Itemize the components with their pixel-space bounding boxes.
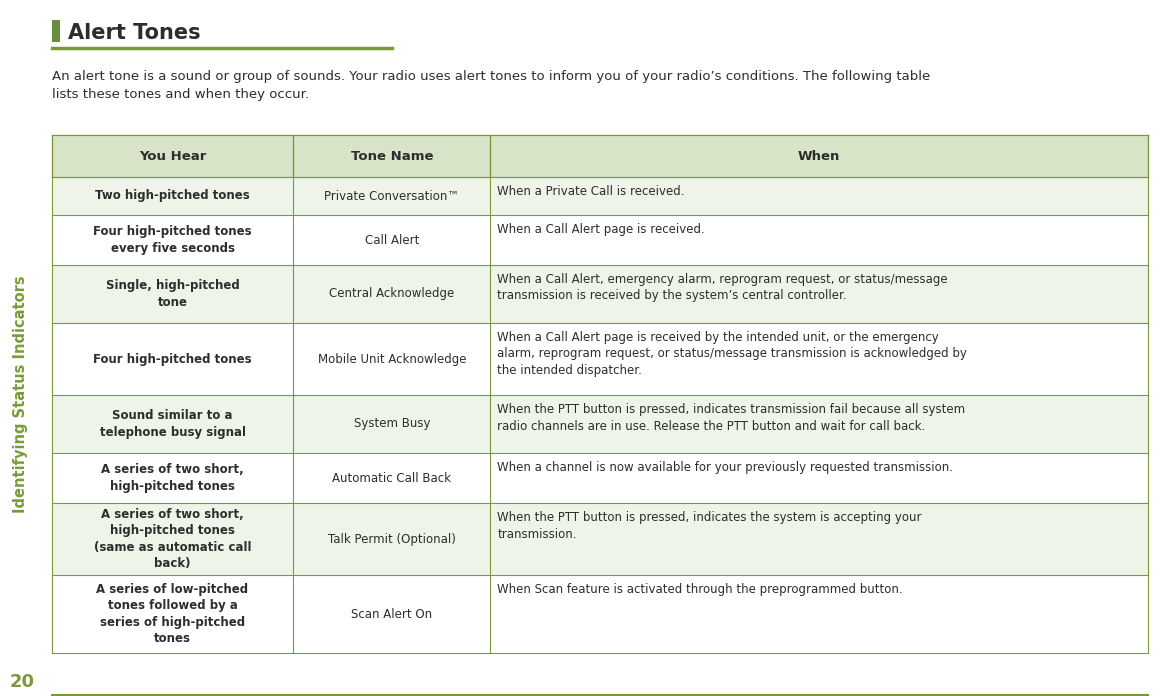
- FancyBboxPatch shape: [52, 215, 1148, 265]
- Text: When: When: [798, 150, 840, 162]
- Text: When Scan feature is activated through the preprogrammed button.: When Scan feature is activated through t…: [497, 583, 903, 596]
- FancyBboxPatch shape: [52, 395, 1148, 453]
- Text: When a Call Alert page is received.: When a Call Alert page is received.: [497, 223, 705, 236]
- Text: A series of low-pitched
tones followed by a
series of high-pitched
tones: A series of low-pitched tones followed b…: [96, 583, 249, 645]
- Text: When a Private Call is received.: When a Private Call is received.: [497, 185, 685, 198]
- Text: Private Conversation™: Private Conversation™: [324, 189, 460, 203]
- FancyBboxPatch shape: [52, 135, 1148, 177]
- Text: When the PTT button is pressed, indicates the system is accepting your
transmiss: When the PTT button is pressed, indicate…: [497, 511, 922, 541]
- FancyBboxPatch shape: [52, 503, 1148, 575]
- Text: A series of two short,
high-pitched tones
(same as automatic call
back): A series of two short, high-pitched tone…: [94, 508, 251, 570]
- Text: Talk Permit (Optional): Talk Permit (Optional): [327, 532, 455, 546]
- Text: An alert tone is a sound or group of sounds. Your radio uses alert tones to info: An alert tone is a sound or group of sou…: [52, 70, 930, 101]
- FancyBboxPatch shape: [52, 265, 1148, 323]
- Text: A series of two short,
high-pitched tones: A series of two short, high-pitched tone…: [101, 464, 244, 493]
- Text: Sound similar to a
telephone busy signal: Sound similar to a telephone busy signal: [100, 409, 245, 438]
- Text: Identifying Status Indicators: Identifying Status Indicators: [13, 275, 28, 513]
- Text: You Hear: You Hear: [138, 150, 206, 162]
- Text: When a channel is now available for your previously requested transmission.: When a channel is now available for your…: [497, 461, 954, 474]
- FancyBboxPatch shape: [52, 177, 1148, 215]
- FancyBboxPatch shape: [52, 575, 1148, 653]
- Text: Scan Alert On: Scan Alert On: [351, 608, 433, 621]
- Text: When a Call Alert, emergency alarm, reprogram request, or status/message
transmi: When a Call Alert, emergency alarm, repr…: [497, 273, 948, 303]
- Text: 20: 20: [11, 673, 35, 691]
- Text: Central Acknowledge: Central Acknowledge: [330, 287, 454, 301]
- Text: Tone Name: Tone Name: [351, 150, 433, 162]
- FancyBboxPatch shape: [52, 323, 1148, 395]
- Text: Four high-pitched tones
every five seconds: Four high-pitched tones every five secon…: [93, 226, 252, 255]
- Text: Two high-pitched tones: Two high-pitched tones: [95, 189, 250, 203]
- Text: Single, high-pitched
tone: Single, high-pitched tone: [106, 279, 239, 309]
- Text: When the PTT button is pressed, indicates transmission fail because all system
r: When the PTT button is pressed, indicate…: [497, 403, 965, 432]
- Text: System Busy: System Busy: [353, 418, 430, 431]
- Text: When a Call Alert page is received by the intended unit, or the emergency
alarm,: When a Call Alert page is received by th…: [497, 331, 968, 377]
- Text: Mobile Unit Acknowledge: Mobile Unit Acknowledge: [318, 352, 466, 365]
- FancyBboxPatch shape: [52, 20, 60, 42]
- Text: Four high-pitched tones: Four high-pitched tones: [93, 352, 252, 365]
- Text: Alert Tones: Alert Tones: [68, 23, 201, 43]
- Text: Call Alert: Call Alert: [365, 233, 419, 246]
- FancyBboxPatch shape: [52, 453, 1148, 503]
- Text: Automatic Call Back: Automatic Call Back: [332, 471, 452, 484]
